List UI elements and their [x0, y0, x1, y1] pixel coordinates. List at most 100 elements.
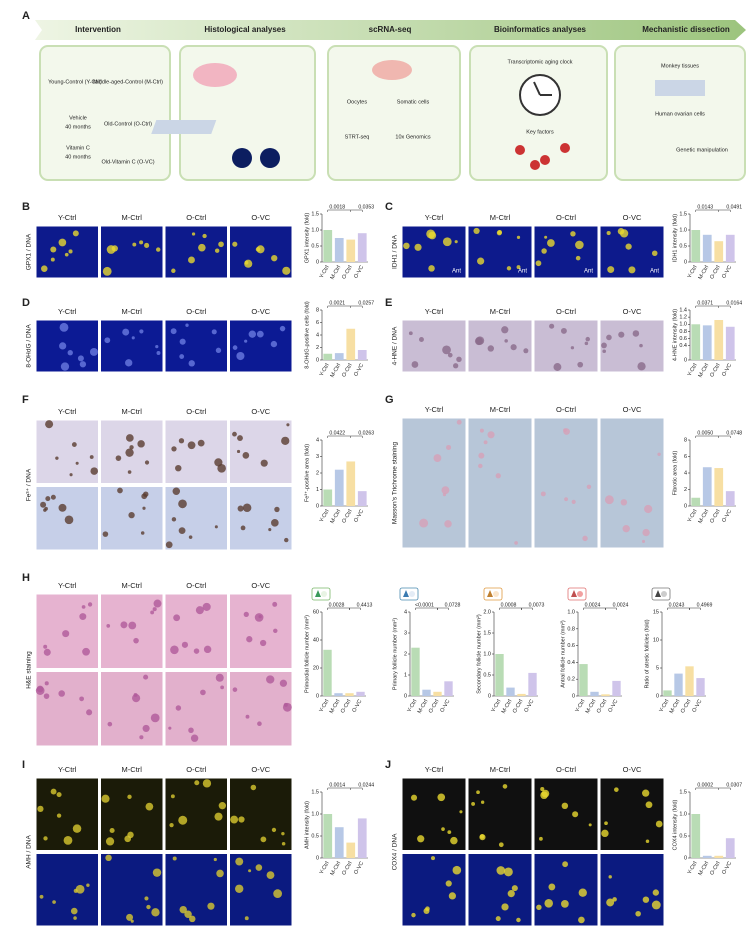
- y-tick-label: 2: [684, 487, 687, 493]
- significance-bracket: [689, 607, 701, 610]
- x-tick-label: O-VC: [351, 699, 363, 714]
- micrograph-detail: [620, 499, 628, 506]
- micrograph-detail: [504, 339, 508, 343]
- micrograph-detail: [237, 435, 243, 441]
- x-tick-label: M-Ctrl: [330, 861, 343, 877]
- x-tick-label: O-Ctrl: [341, 861, 354, 877]
- micrograph-detail: [475, 336, 485, 345]
- micrograph-detail: [471, 801, 476, 806]
- micrograph-detail: [81, 605, 86, 609]
- micrograph-detail: [632, 330, 640, 337]
- micrograph-detail: [145, 802, 154, 811]
- micrograph-detail: [40, 501, 47, 508]
- micrograph-detail: [179, 905, 187, 914]
- micrograph-detail: [444, 520, 452, 528]
- micrograph-detail: [144, 460, 150, 465]
- micrograph-detail: [245, 714, 250, 719]
- micrograph-detail: [544, 899, 553, 908]
- micrograph-detail: [450, 836, 458, 845]
- p-value: 0.0014: [329, 782, 345, 788]
- micrograph-detail: [115, 455, 122, 461]
- micrograph-detail: [274, 506, 280, 513]
- micrograph: [164, 319, 228, 373]
- bar: [702, 325, 712, 360]
- micrograph-detail: [156, 351, 161, 355]
- micrograph-detail: [102, 266, 112, 276]
- stain-label: GPX1 / DNA: [26, 233, 33, 270]
- p-value: 0.0024: [613, 602, 629, 608]
- micrograph-detail: [58, 238, 67, 247]
- micrograph-detail: [130, 919, 134, 923]
- panel-letter: A: [22, 10, 30, 22]
- micrograph-detail: [193, 648, 200, 654]
- bar: [433, 691, 442, 696]
- group-label: M-Ctrl: [122, 765, 143, 774]
- micrograph-detail: [202, 233, 207, 239]
- micrograph-detail: [105, 854, 112, 862]
- micrograph-detail: [170, 328, 177, 335]
- micrograph-detail: [232, 345, 238, 350]
- y-tick-label: 4: [684, 470, 687, 476]
- micrograph-detail: [539, 836, 543, 841]
- micrograph-detail: [498, 842, 504, 848]
- p-value: 0.0024: [585, 602, 601, 608]
- workflow-text: 10x Genomics: [395, 134, 430, 140]
- bar: [356, 691, 365, 696]
- micrograph-detail: [601, 829, 609, 838]
- micrograph: [100, 671, 164, 747]
- y-axis-label: Fe³⁺-positive area (fold): [303, 444, 310, 502]
- bar: [357, 350, 367, 360]
- group-label: O-Ctrl: [556, 765, 576, 774]
- x-tick-label: M-Ctrl: [330, 363, 343, 379]
- x-tick-label: O-VC: [353, 509, 365, 524]
- micrograph-detail: [403, 242, 410, 250]
- legend-icon-detail: [321, 591, 327, 597]
- micrograph-detail: [535, 260, 542, 267]
- micrograph-detail: [606, 898, 615, 907]
- micrograph-detail: [195, 606, 204, 615]
- micrograph-detail: [170, 794, 175, 799]
- micrograph-detail: [133, 692, 138, 697]
- y-tick-label: 1.5: [311, 789, 319, 795]
- micrograph-detail: [111, 245, 118, 252]
- micrograph: [599, 853, 665, 927]
- x-tick-label: O-VC: [721, 363, 733, 378]
- y-tick-label: 5: [656, 665, 659, 671]
- group-label: O-Ctrl: [186, 581, 206, 590]
- y-tick-label: 0.8: [567, 626, 575, 632]
- micrograph-detail: [507, 890, 515, 898]
- micrograph-detail: [171, 446, 177, 452]
- significance-bracket: [718, 305, 731, 308]
- micrograph-detail: [266, 871, 275, 880]
- y-tick-label: 4: [316, 332, 319, 338]
- micrograph-detail: [260, 459, 268, 467]
- micrograph-detail: [58, 690, 65, 697]
- y-tick-label: 1.0: [679, 811, 687, 817]
- bar: [334, 693, 343, 696]
- micrograph-detail: [181, 641, 189, 648]
- if-icon: [232, 148, 252, 168]
- micrograph-detail: [170, 645, 179, 655]
- micrograph-detail: [652, 889, 659, 896]
- micrograph-detail: [456, 419, 462, 425]
- micrograph-detail: [419, 518, 429, 528]
- micrograph-detail: [446, 444, 452, 451]
- x-tick-label: O-Ctrl: [709, 509, 722, 525]
- micrograph-detail: [129, 445, 134, 450]
- y-tick-label: 0: [316, 503, 319, 509]
- micrograph-detail: [257, 721, 262, 727]
- micrograph-detail: [198, 243, 206, 252]
- micrograph-detail: [58, 503, 67, 512]
- micrograph-detail: [152, 607, 157, 612]
- micrograph-detail: [549, 323, 555, 329]
- y-tick-label: 8: [684, 437, 687, 443]
- micrograph: [467, 319, 533, 373]
- micrograph-detail: [179, 354, 185, 359]
- micrograph-detail: [56, 792, 62, 798]
- bar: [691, 814, 701, 858]
- group-label: O-VC: [251, 307, 270, 316]
- x-tick-label: Y-Ctrl: [687, 509, 699, 524]
- micrograph-detail: [35, 686, 45, 695]
- micrograph-detail: [82, 647, 90, 656]
- micrograph-detail: [86, 709, 93, 716]
